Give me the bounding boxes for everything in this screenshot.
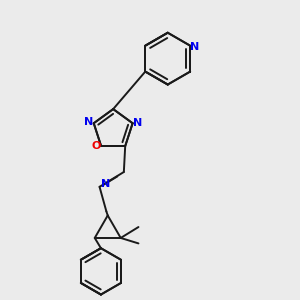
Text: N: N	[190, 42, 199, 52]
Text: O: O	[92, 140, 101, 151]
Text: N: N	[84, 117, 93, 128]
Text: N: N	[133, 118, 142, 128]
Text: N: N	[101, 178, 110, 188]
